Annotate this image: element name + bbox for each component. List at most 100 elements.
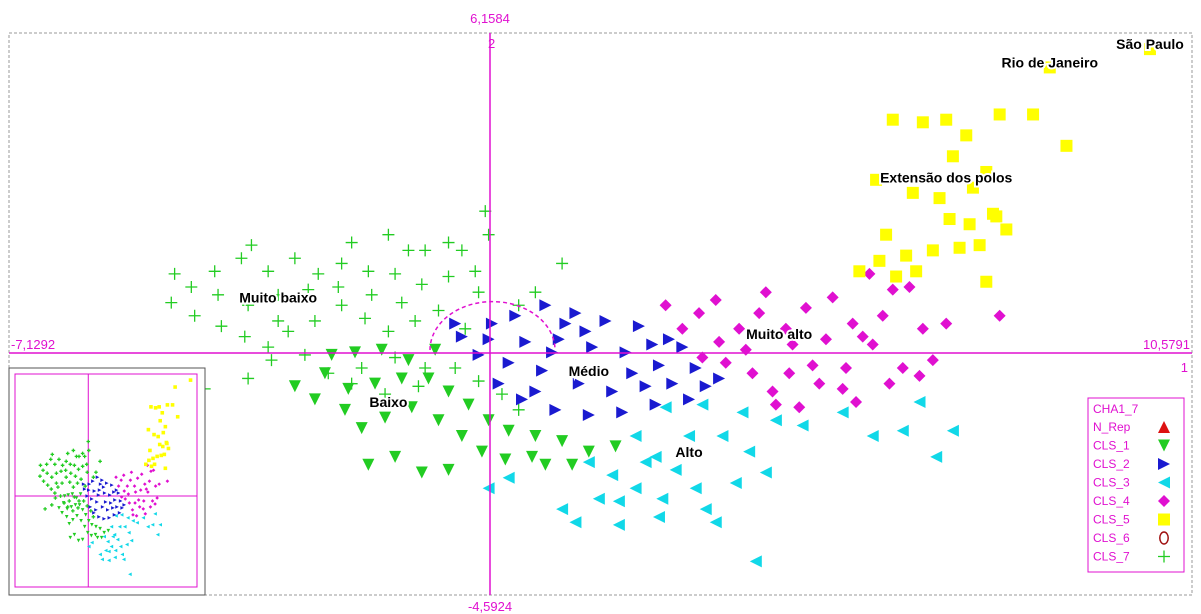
data-point-cls-7 <box>472 375 485 388</box>
overview-point-cls-5 <box>144 462 148 467</box>
data-point-cls-7 <box>382 228 395 241</box>
data-point-cls-2 <box>492 377 505 390</box>
overview-point-cls-4 <box>155 496 159 500</box>
overview-point-cls-7 <box>58 494 63 498</box>
overview-point-cls-2 <box>82 487 87 491</box>
overview-point-cls-1 <box>69 505 74 509</box>
overview-point-cls-4 <box>148 505 153 509</box>
data-point-cls-7 <box>185 280 198 293</box>
data-point-cls-1 <box>455 429 468 442</box>
data-point-cls-3 <box>639 456 652 469</box>
overview-point-cls-2 <box>112 490 116 494</box>
overview-point-cls-3 <box>131 518 135 523</box>
data-point-cls-7 <box>212 288 225 301</box>
data-point-cls-2 <box>616 406 629 419</box>
data-point-cls-2 <box>559 317 572 330</box>
data-point-cls-5 <box>1060 139 1073 152</box>
overview-point-cls-7 <box>86 439 91 444</box>
overview-point-cls-1 <box>68 535 73 540</box>
overview-point-cls-3 <box>109 524 114 529</box>
data-point-cls-5 <box>906 186 919 199</box>
data-point-cls-2 <box>676 341 689 354</box>
overview-point-cls-7 <box>49 487 54 491</box>
overview-point-cls-5 <box>165 403 170 407</box>
overview-point-cls-1 <box>80 537 85 542</box>
data-point-cls-1 <box>362 458 375 471</box>
data-point-cls-4 <box>866 338 879 351</box>
overview-point-cls-7 <box>76 506 80 510</box>
overview-point-cls-3 <box>100 557 104 562</box>
overview-point-cls-4 <box>122 489 127 493</box>
overview-point-cls-1 <box>71 517 75 522</box>
overview-point-cls-4 <box>135 476 140 480</box>
overview-point-cls-7 <box>59 469 63 474</box>
overview-point-cls-4 <box>131 513 135 517</box>
overview-point-cls-5 <box>156 434 160 439</box>
overview-point-cls-7 <box>49 475 54 479</box>
overview-point-cls-5 <box>153 406 158 410</box>
plot-frame <box>8 32 1193 596</box>
data-point-cls-7 <box>272 288 285 301</box>
overview-point-cls-3 <box>113 548 118 553</box>
overview-point-cls-4 <box>114 475 118 479</box>
overview-point-cls-2 <box>90 497 94 501</box>
data-point-cls-3 <box>606 469 619 482</box>
data-point-cls-4 <box>846 317 859 330</box>
overview-point-cls-1 <box>70 492 75 496</box>
data-point-cls-3 <box>709 516 722 529</box>
overview-point-cls-3 <box>117 524 122 529</box>
data-point-cls-4 <box>713 335 726 348</box>
overview-point-cls-1 <box>65 507 70 511</box>
data-point-cls-7 <box>262 341 275 354</box>
overview-point-cls-1 <box>64 515 69 519</box>
data-point-cls-7 <box>242 372 255 385</box>
data-point-cls-2 <box>485 317 498 330</box>
overview-point-cls-5 <box>157 405 161 409</box>
data-point-cls-4 <box>719 356 732 369</box>
data-point-cls-3 <box>582 456 595 469</box>
overview-point-cls-1 <box>106 528 111 533</box>
data-point-cls-4 <box>940 317 953 330</box>
data-point-cls-4 <box>786 338 799 351</box>
data-point-cls-2 <box>582 409 595 422</box>
data-point-cls-4 <box>813 377 826 390</box>
overview-point-cls-2 <box>102 491 107 495</box>
overview-point-cls-1 <box>78 492 83 496</box>
overview-point-cls-2 <box>118 499 123 503</box>
overview-point-cls-5 <box>175 414 180 419</box>
data-point-cls-4 <box>863 267 876 280</box>
data-point-cls-7 <box>302 283 315 296</box>
overview-point-cls-1 <box>72 532 77 537</box>
data-point-cls-4 <box>876 309 889 322</box>
data-point-cls-4 <box>696 351 709 364</box>
overview-point-cls-7 <box>38 463 43 468</box>
data-point-cls-7 <box>168 267 181 280</box>
overview-point-cls-3 <box>120 552 124 557</box>
overview-point-cls-7 <box>63 468 68 473</box>
overview-point-cls-2 <box>120 506 124 510</box>
data-point-cls-7 <box>365 288 378 301</box>
data-point-cls-4 <box>753 307 766 320</box>
data-points <box>165 43 1156 568</box>
data-point-cls-2 <box>569 307 582 320</box>
data-point-cls-4 <box>739 343 752 356</box>
overview-point-cls-7 <box>74 454 79 459</box>
overview-point-cls-7 <box>72 463 77 468</box>
data-point-cls-4 <box>856 330 869 343</box>
overview-point-cls-2 <box>104 481 109 485</box>
overview-point-cls-4 <box>123 497 128 501</box>
data-point-cls-1 <box>526 450 539 463</box>
overview-point-cls-2 <box>116 491 121 495</box>
overview-point-cls-7 <box>41 479 46 483</box>
data-point-cls-1 <box>375 343 388 356</box>
data-point-cls-2 <box>632 320 645 333</box>
data-point-cls-7 <box>359 312 372 325</box>
data-point-cls-5 <box>993 108 1006 121</box>
cluster-label: Baixo <box>369 394 407 410</box>
overview-point-cls-2 <box>113 498 117 502</box>
overview-point-cls-7 <box>85 470 90 475</box>
data-point-cls-3 <box>930 450 943 463</box>
data-point-cls-3 <box>556 503 569 516</box>
data-point-cls-4 <box>799 301 812 314</box>
overview-point-cls-5 <box>152 432 156 437</box>
